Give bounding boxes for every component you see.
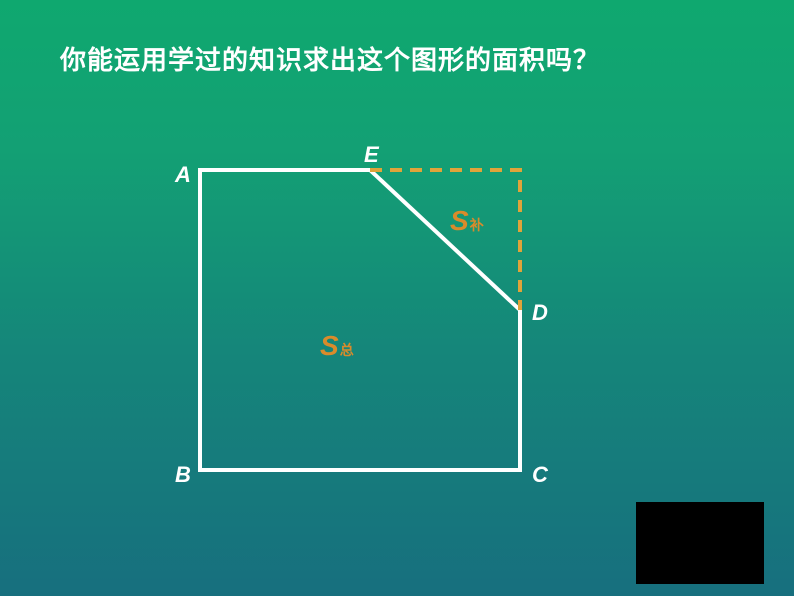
vertex-label-D: D [532, 300, 548, 326]
area-total-sub: 总 [340, 342, 354, 358]
vertex-label-B: B [175, 462, 191, 488]
area-label-total: S总 [320, 330, 354, 362]
black-box [636, 502, 764, 584]
area-total-S: S [320, 330, 339, 361]
area-label-patch: S补 [450, 205, 484, 237]
area-patch-S: S [450, 205, 469, 236]
vertex-label-C: C [532, 462, 548, 488]
vertex-label-E: E [364, 142, 379, 168]
vertex-label-A: A [175, 162, 191, 188]
area-patch-sub: 补 [470, 217, 484, 233]
